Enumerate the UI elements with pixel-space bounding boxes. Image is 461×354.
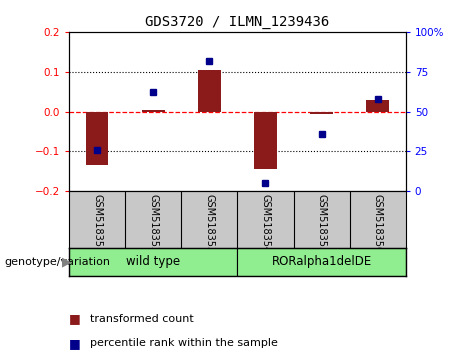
Text: GSM518352: GSM518352 (148, 194, 158, 253)
Text: GSM518354: GSM518354 (260, 194, 271, 253)
Text: transformed count: transformed count (90, 314, 194, 324)
Text: wild type: wild type (126, 256, 180, 268)
Text: GSM518353: GSM518353 (204, 194, 214, 253)
Text: RORalpha1delDE: RORalpha1delDE (272, 256, 372, 268)
Text: GSM518351: GSM518351 (92, 194, 102, 253)
Text: percentile rank within the sample: percentile rank within the sample (90, 338, 278, 348)
Bar (198, 70, 220, 112)
Bar (254, 112, 277, 169)
Text: GSM518356: GSM518356 (372, 194, 383, 253)
Bar (69, 248, 237, 276)
Bar (86, 112, 108, 165)
Bar (310, 112, 333, 114)
Text: ■: ■ (69, 337, 85, 350)
Title: GDS3720 / ILMN_1239436: GDS3720 / ILMN_1239436 (145, 16, 330, 29)
Bar (366, 99, 389, 112)
Bar (237, 248, 406, 276)
Bar (142, 109, 165, 112)
Text: ▶: ▶ (62, 256, 72, 268)
Text: ■: ■ (69, 312, 85, 325)
Text: genotype/variation: genotype/variation (5, 257, 111, 267)
Text: GSM518355: GSM518355 (317, 194, 326, 253)
